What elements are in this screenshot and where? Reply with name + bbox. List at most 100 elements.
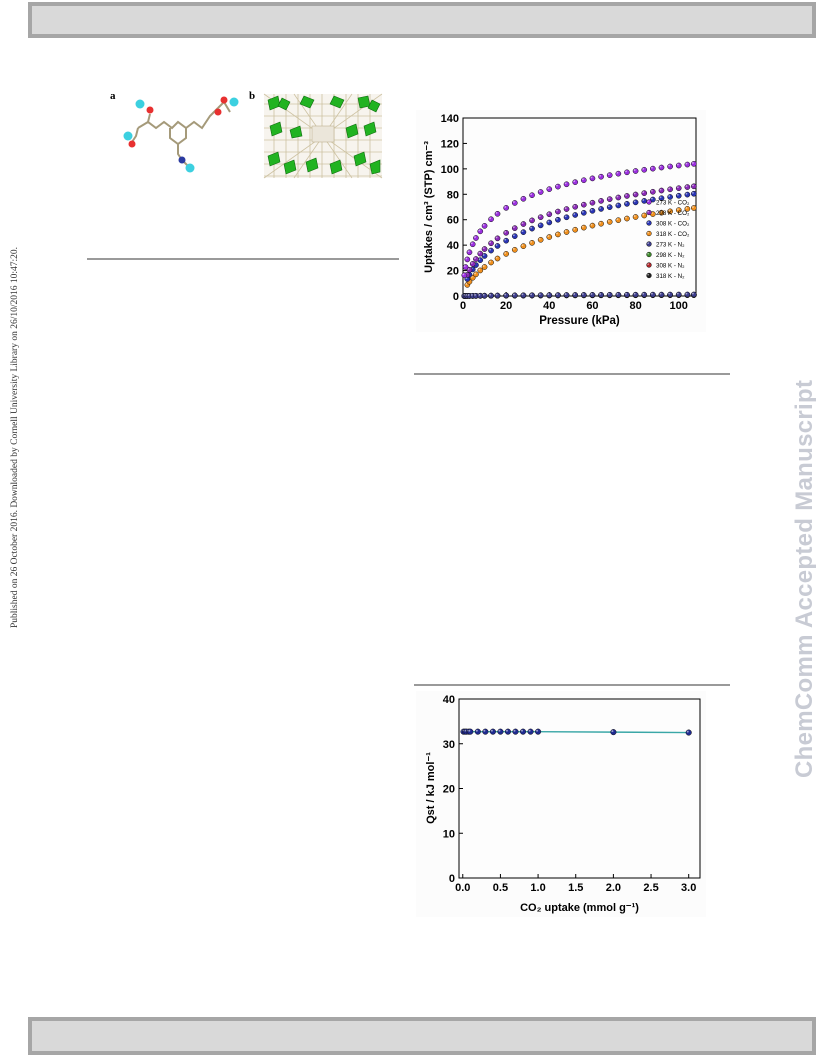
data-point-highlight — [685, 185, 688, 188]
data-point-highlight — [642, 199, 645, 201]
data-point — [520, 243, 527, 250]
data-point — [511, 233, 518, 239]
data-point-highlight — [478, 229, 481, 232]
data-point — [546, 219, 553, 226]
data-point-highlight — [642, 167, 645, 170]
data-point — [504, 728, 512, 735]
data-point — [658, 291, 665, 298]
page-header-bar — [28, 2, 816, 38]
data-point — [555, 208, 561, 215]
data-point — [519, 728, 527, 735]
y-tick-label: 30 — [443, 739, 455, 751]
data-point — [474, 728, 481, 735]
data-point-highlight — [495, 244, 498, 246]
structure-illustration — [123, 93, 383, 179]
panel-label-a: a — [110, 90, 116, 102]
data-point — [624, 215, 630, 222]
legend-label: 273 K - N₂ — [656, 242, 685, 249]
data-point-highlight — [668, 195, 671, 197]
data-point — [615, 217, 622, 224]
legend-marker-highlight — [647, 263, 649, 265]
data-point-highlight — [668, 164, 671, 167]
data-point-highlight — [530, 226, 533, 229]
data-point — [580, 292, 587, 298]
data-point — [503, 229, 509, 236]
data-point — [527, 728, 534, 735]
data-point — [520, 229, 527, 236]
data-point-highlight — [538, 190, 541, 192]
data-point-highlight — [573, 213, 576, 215]
data-point-highlight — [489, 241, 492, 244]
data-point — [667, 163, 673, 170]
data-point-highlight — [489, 248, 492, 251]
data-point — [563, 229, 570, 235]
data-point — [606, 204, 613, 210]
data-point — [690, 183, 697, 190]
data-point — [589, 207, 596, 214]
data-point-highlight — [538, 215, 541, 218]
data-point-highlight — [659, 292, 662, 295]
data-point — [477, 228, 484, 235]
data-point-highlight — [556, 184, 558, 187]
data-point-highlight — [547, 212, 550, 215]
x-tick-label: 40 — [543, 300, 555, 312]
data-point-highlight — [633, 292, 636, 295]
data-point-highlight — [513, 729, 516, 732]
legend-marker-highlight — [647, 231, 649, 234]
x-tick-label: 2.5 — [643, 882, 658, 894]
data-point-highlight — [659, 210, 662, 213]
data-point-highlight — [463, 265, 466, 268]
data-point — [675, 185, 682, 192]
data-point-highlight — [642, 191, 645, 194]
data-point-highlight — [512, 234, 515, 237]
data-point — [580, 224, 587, 231]
data-point-highlight — [474, 257, 476, 260]
data-point-highlight — [625, 292, 627, 295]
legend-marker — [646, 230, 652, 237]
data-point — [598, 173, 604, 180]
y-tick-label: 20 — [447, 266, 459, 278]
data-point-highlight — [478, 268, 481, 271]
y-tick-label: 40 — [443, 694, 455, 706]
data-point-highlight — [475, 729, 478, 732]
data-point — [503, 292, 509, 299]
data-point-highlight — [530, 241, 533, 243]
data-point-highlight — [616, 292, 619, 295]
data-point-highlight — [611, 730, 614, 733]
data-point-highlight — [498, 729, 501, 732]
data-point-highlight — [478, 251, 481, 254]
data-point-highlight — [504, 231, 507, 233]
x-tick-label: 20 — [500, 300, 512, 312]
qst-chart: 0.0 0.5 1.0 1.5 2.0 2.5 3.0 0 10 20 30 40 CO₂ uptak… — [416, 691, 706, 917]
data-point-highlight — [564, 207, 567, 210]
data-point-highlight — [616, 195, 619, 198]
data-point-highlight — [495, 293, 498, 296]
data-point-highlight — [607, 292, 610, 295]
data-point-highlight — [692, 292, 694, 295]
x-tick-label: 1.5 — [568, 882, 583, 894]
data-point-highlight — [482, 224, 485, 226]
data-point-highlight — [470, 262, 473, 264]
data-point-highlight — [607, 220, 610, 222]
data-point — [632, 291, 639, 298]
data-point-highlight — [685, 192, 688, 195]
data-point-highlight — [633, 215, 636, 217]
panel-label-b: b — [249, 90, 256, 102]
data-point — [610, 729, 617, 736]
data-point-highlight — [504, 252, 507, 254]
data-point-highlight — [581, 293, 584, 295]
data-point — [520, 195, 527, 202]
legend-label: 298 K - N₂ — [656, 252, 685, 259]
data-point-highlight — [573, 204, 576, 207]
data-point — [563, 206, 570, 212]
metal-atom — [185, 163, 195, 173]
data-point-highlight — [470, 294, 473, 296]
data-point-highlight — [556, 232, 558, 235]
nitrogen-atom — [178, 156, 186, 164]
legend-label: 273 K - CO₂ — [656, 200, 690, 207]
y-tick-label: 140 — [441, 113, 459, 125]
legend-marker-highlight — [647, 210, 649, 213]
data-point-highlight — [573, 293, 576, 295]
data-point-highlight — [478, 293, 481, 296]
x-tick-label: 0.5 — [493, 882, 508, 894]
